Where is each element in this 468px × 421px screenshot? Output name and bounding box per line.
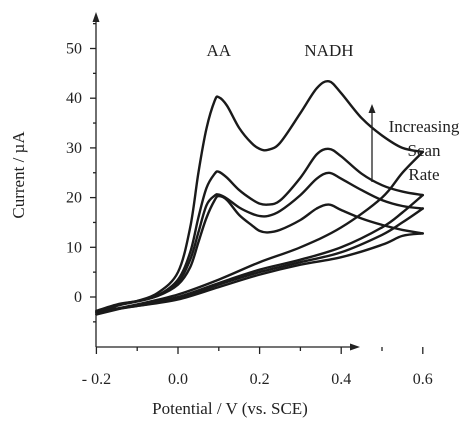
- cv-curve-4-forward-scan: [95, 79, 424, 316]
- x-axis: - 0.2 0.0 0.2 0.4 0.6: [82, 343, 433, 388]
- y-tick-label: 40: [66, 90, 82, 107]
- y-tick-label: 10: [66, 239, 82, 256]
- x-ticks: - 0.2 0.0 0.2 0.4 0.6: [82, 347, 433, 388]
- scan-rate-label-line-2: Scan: [407, 141, 441, 160]
- x-tick-label: 0.0: [168, 371, 188, 388]
- cv-curve-2-forward-scan: [95, 171, 424, 314]
- cv-curve-4-reverse-scan: [95, 150, 424, 316]
- y-tick-label: 50: [66, 41, 82, 58]
- voltammogram-curves: [95, 79, 424, 316]
- x-axis-arrowhead: [350, 343, 360, 351]
- cv-curve-3-reverse-scan: [95, 193, 424, 315]
- scan-rate-label-line-1: Increasing: [389, 117, 460, 136]
- cv-curve-1-forward-scan: [95, 194, 424, 313]
- x-axis-label: Potential / V (vs. SCE): [152, 399, 308, 418]
- y-axis-label: Current / µA: [9, 131, 28, 219]
- peak-label-aa: AA: [207, 41, 232, 60]
- y-tick-label: 20: [66, 190, 82, 207]
- x-tick-label: 0.4: [331, 371, 351, 388]
- cv-curve-2-reverse-scan: [95, 207, 424, 314]
- x-tick-label: 0.6: [413, 371, 433, 388]
- y-tick-label: 0: [74, 289, 82, 306]
- scan-rate-indicator: Increasing Scan Rate: [368, 104, 460, 184]
- y-axis: 0 10 20 30 40 50: [66, 12, 100, 347]
- y-ticks: 0 10 20 30 40 50: [66, 22, 96, 323]
- cv-curve-3-forward-scan: [95, 147, 424, 315]
- y-tick-label: 30: [66, 140, 82, 157]
- x-tick-label: 0.2: [250, 371, 270, 388]
- scan-rate-label-line-3: Rate: [408, 165, 439, 184]
- scan-rate-arrowhead: [368, 104, 376, 113]
- y-axis-arrowhead: [92, 12, 100, 22]
- x-tick-label: - 0.2: [82, 371, 111, 388]
- peak-label-nadh: NADH: [304, 41, 353, 60]
